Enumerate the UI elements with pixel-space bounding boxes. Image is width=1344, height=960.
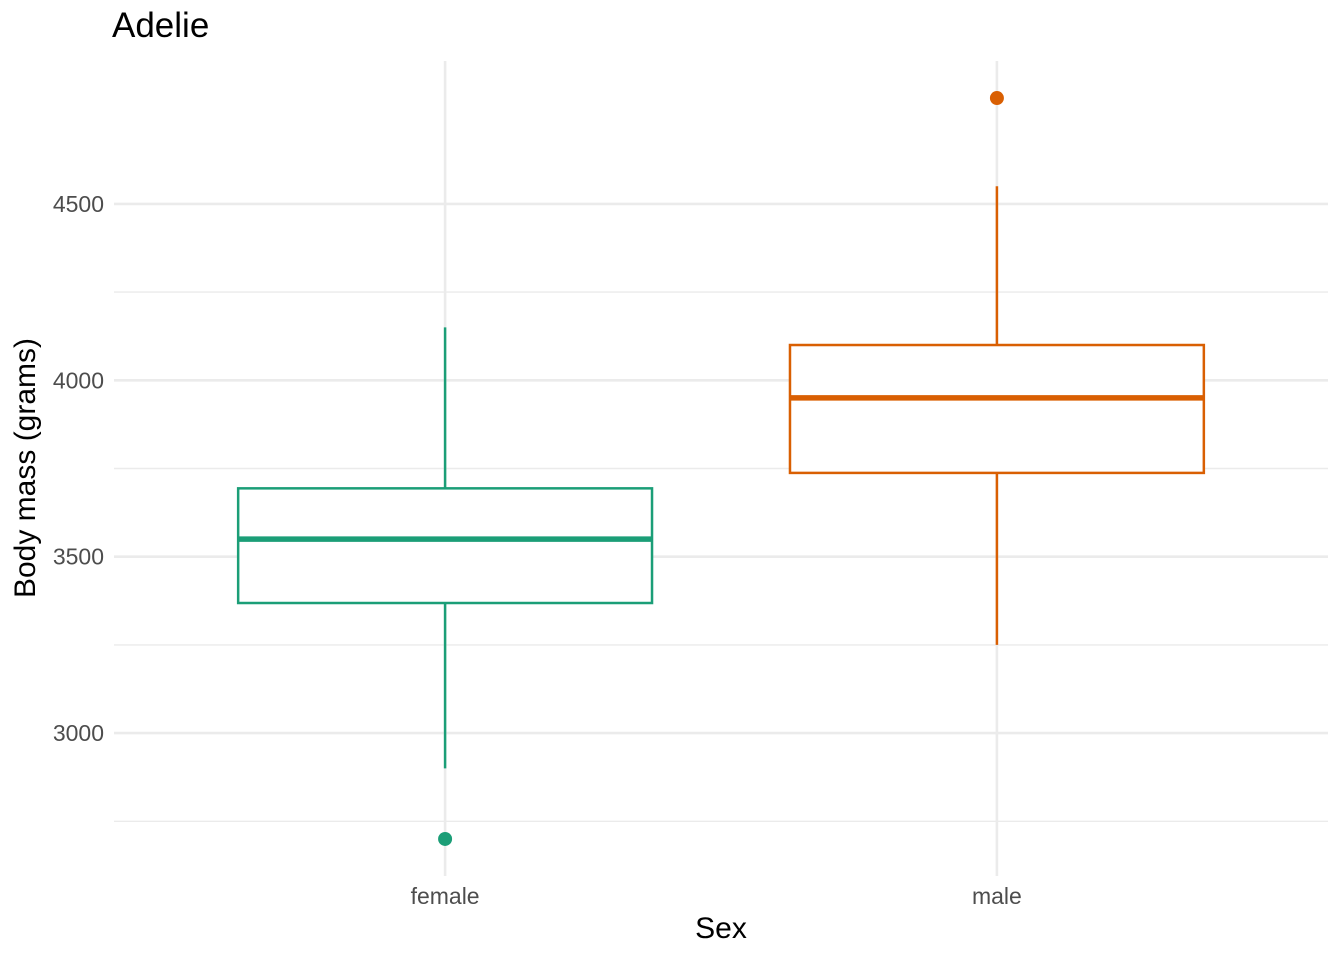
y-tick-label: 4500 [53,191,104,217]
x-tick-label: male [972,883,1022,909]
y-tick-label: 3000 [53,720,104,746]
chart-title: Adelie [112,6,210,45]
x-tick-label: female [411,883,480,909]
box-female [236,487,654,605]
outlier-point-male [989,91,1004,106]
y-tick-label: 3500 [53,544,104,570]
outlier-point-female [438,831,453,846]
x-axis-title: Sex [695,912,747,945]
box-male [788,343,1206,475]
y-tick-label: 4000 [53,367,104,393]
